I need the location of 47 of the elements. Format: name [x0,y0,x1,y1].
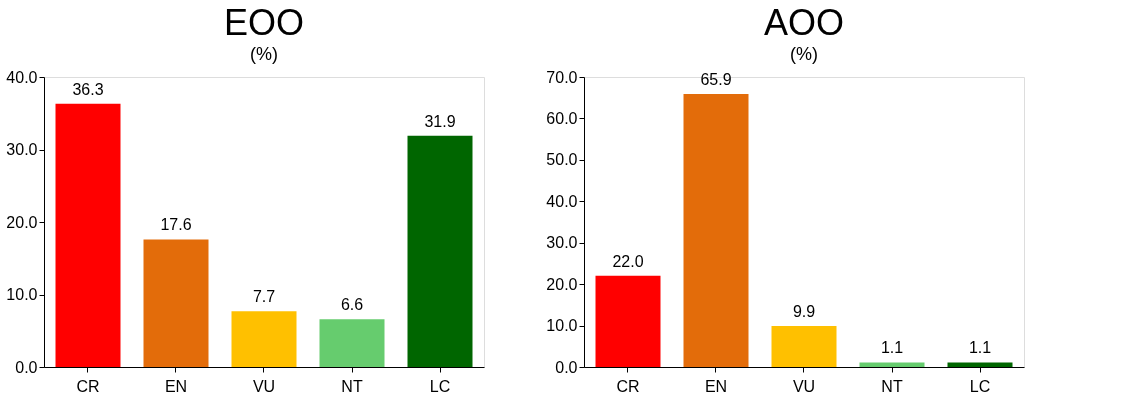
y-tick-label: 30.0 [546,234,578,252]
y-tick-label: 0.0 [555,358,578,376]
data-label: 31.9 [424,112,456,130]
data-label: 36.3 [72,80,104,98]
bar [319,319,385,367]
data-label: 1.1 [880,339,904,357]
chart-subtitle: (%) [250,44,278,64]
x-tick-label: NT [881,377,903,395]
bar [55,103,121,367]
y-tick-label: 40.0 [546,192,578,210]
bar [947,362,1013,367]
data-label: 65.9 [700,70,732,88]
y-tick-label: 30.0 [6,141,38,158]
bar [859,362,925,367]
bar [683,93,749,367]
y-tick-label: 10.0 [546,317,578,335]
x-tick-label: LC [969,377,991,395]
y-tick-label: 0.0 [15,358,38,376]
x-tick-label: VU [252,377,276,395]
y-tick-label: 20.0 [546,275,578,293]
y-tick-label: 10.0 [6,286,38,303]
chart-title: AOO [763,2,845,43]
bar [143,239,209,367]
x-tick-label: VU [792,377,816,395]
y-tick-label: 50.0 [546,151,578,169]
data-label: 7.7 [252,288,276,306]
data-label: 17.6 [160,216,192,234]
data-label: 9.9 [792,302,816,320]
y-tick-label: 20.0 [6,213,38,231]
x-tick-label: CR [76,377,100,395]
data-label: 6.6 [340,296,364,314]
y-tick-label: 70.0 [546,68,578,86]
x-tick-label: EN [704,377,728,395]
bar [407,135,473,367]
bar [595,275,661,367]
x-tick-label: CR [616,377,640,395]
data-label: 1.1 [968,339,992,357]
chart-title: EOO [223,2,305,43]
x-tick-label: NT [341,377,363,395]
bar [771,325,837,367]
y-tick-label: 60.0 [546,109,578,127]
x-tick-label: LC [429,377,451,395]
x-tick-label: EN [164,377,188,395]
data-label: 22.0 [612,252,644,270]
y-tick-label: 40.0 [6,68,38,86]
chart-subtitle: (%) [790,44,818,64]
bar [231,311,297,367]
